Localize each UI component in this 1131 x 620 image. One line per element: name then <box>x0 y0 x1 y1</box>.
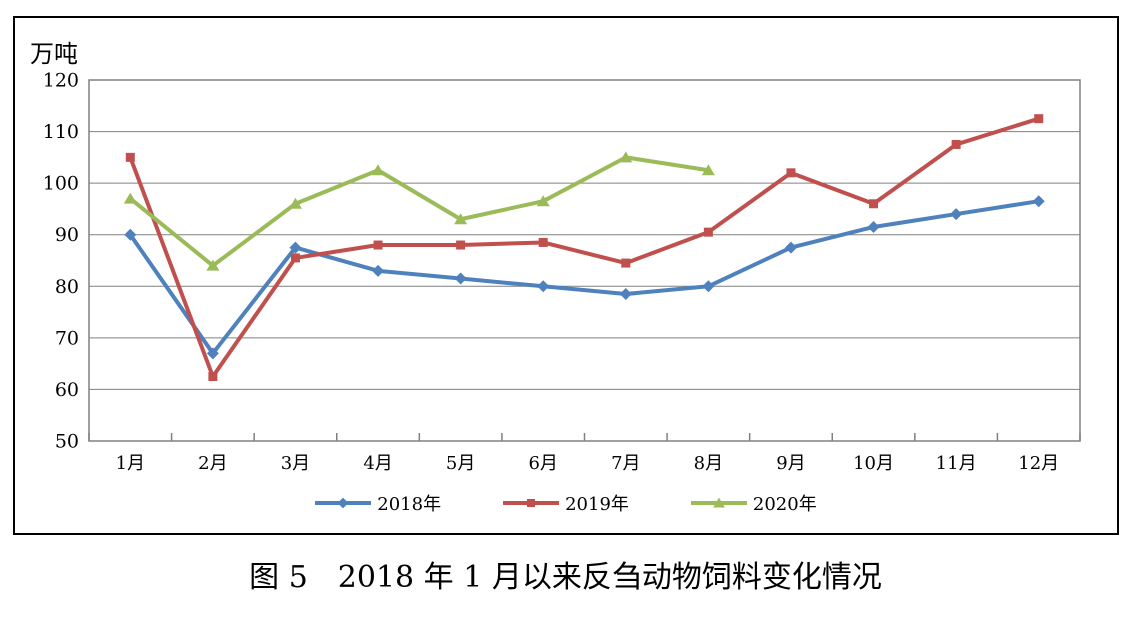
legend-label: 2020年 <box>752 494 817 515</box>
chart-frame: 50 60 70 80 90 100 110 120 1月 2月 3月 4月 5月 6月 7月 8月 9月 10月… <box>13 16 1119 535</box>
x-tick-label: 7月 <box>611 453 640 474</box>
y-tick-label: 120 <box>43 70 79 92</box>
y-tick-label: 50 <box>55 431 79 453</box>
square-marker <box>703 227 713 237</box>
legend-label: 2019年 <box>565 494 629 515</box>
diamond-marker <box>124 228 137 241</box>
square-marker <box>621 258 631 268</box>
series-2019年 <box>125 114 1044 382</box>
triangle-marker <box>701 164 715 176</box>
diamond-marker <box>702 280 715 293</box>
line-chart: 50 60 70 80 90 100 110 120 1月 2月 3月 4月 5月 6月 7月 8月 9月 10月… <box>43 70 1081 474</box>
plot-area <box>88 79 1081 442</box>
series-line-2018年 <box>128 199 1040 356</box>
legend-item-2019年: 2019年 <box>503 490 629 516</box>
triangle-marker <box>454 213 468 225</box>
square-marker <box>1034 114 1044 124</box>
square-marker <box>951 139 961 149</box>
diamond-marker <box>619 288 632 301</box>
square-marker <box>456 240 466 250</box>
x-tick-label: 5月 <box>446 453 475 474</box>
diamond-marker <box>1032 195 1045 208</box>
y-tick-label: 100 <box>43 173 79 195</box>
square-marker <box>786 168 796 178</box>
legend-item-2018年: 2018年 <box>315 490 441 516</box>
triangle-marker <box>713 497 725 508</box>
x-tick-label: 2月 <box>198 453 227 474</box>
diamond-marker <box>337 497 349 509</box>
chart-legend: 2018年 2019年 2020年 <box>15 490 1117 516</box>
y-tick-label: 60 <box>55 379 79 401</box>
triangle-marker <box>371 164 385 176</box>
square-marker <box>527 498 536 508</box>
x-tick-label: 12月 <box>1018 453 1059 474</box>
y-tick-label: 90 <box>55 224 79 246</box>
x-tick-label: 9月 <box>776 453 805 474</box>
x-tick-label: 3月 <box>281 453 310 474</box>
y-axis-unit-label: 万吨 <box>30 40 78 68</box>
triangle-marker <box>536 195 550 207</box>
x-tick-label: 8月 <box>694 453 723 474</box>
square-marker <box>290 253 300 263</box>
x-tick-label: 10月 <box>853 453 894 474</box>
square-marker <box>869 199 879 209</box>
diamond-marker <box>372 264 385 277</box>
series-line-2019年 <box>128 116 1040 379</box>
legend-item-2020年: 2020年 <box>690 490 817 516</box>
square-marker <box>125 152 135 162</box>
legend-swatch-triangle <box>690 497 747 508</box>
series-2020年 <box>123 151 715 271</box>
diamond-marker <box>206 347 219 360</box>
square-marker <box>208 372 218 382</box>
x-tick-label: 11月 <box>936 453 977 474</box>
series-line-2020年 <box>129 155 709 268</box>
triangle-marker <box>619 151 633 163</box>
legend-label: 2018年 <box>377 494 442 515</box>
triangle-marker <box>288 197 302 209</box>
y-tick-label: 70 <box>55 327 79 349</box>
legend-swatch-square <box>503 498 560 508</box>
figure-caption: 图 5 2018 年 1 月以来反刍动物饲料变化情况 <box>249 560 882 595</box>
square-marker <box>373 240 383 250</box>
triangle-marker <box>123 192 137 204</box>
triangle-marker <box>206 259 220 271</box>
diamond-marker <box>784 241 797 254</box>
x-tick-label: 4月 <box>363 453 392 474</box>
diamond-marker <box>950 208 963 221</box>
y-tick-label: 110 <box>43 121 79 143</box>
diamond-marker <box>537 280 550 293</box>
square-marker <box>538 237 548 247</box>
diamond-marker <box>867 220 880 233</box>
legend-swatch-diamond <box>315 497 372 509</box>
diamond-marker <box>454 272 467 285</box>
y-tick-label: 80 <box>55 276 79 298</box>
x-tick-label: 6月 <box>528 453 557 474</box>
series-2018年 <box>124 195 1045 360</box>
x-tick-label: 1月 <box>116 453 145 474</box>
diamond-marker <box>289 241 302 254</box>
